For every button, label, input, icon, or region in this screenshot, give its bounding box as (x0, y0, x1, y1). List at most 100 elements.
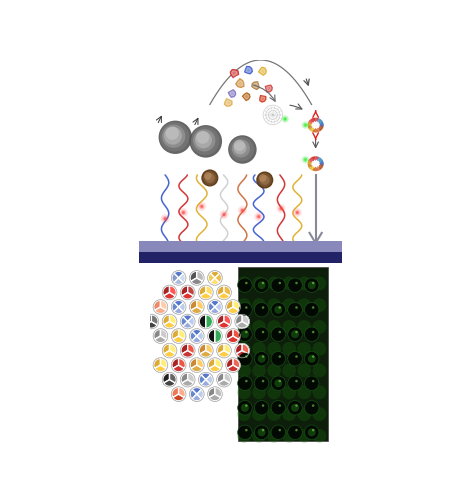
Circle shape (267, 429, 281, 443)
Wedge shape (164, 350, 175, 358)
Wedge shape (319, 122, 324, 128)
Circle shape (304, 352, 319, 366)
Wedge shape (218, 292, 230, 299)
Circle shape (262, 404, 265, 407)
Circle shape (164, 127, 182, 144)
Circle shape (237, 407, 251, 421)
Circle shape (282, 298, 296, 312)
Wedge shape (173, 336, 184, 343)
Circle shape (279, 206, 284, 211)
Circle shape (282, 342, 296, 355)
Circle shape (297, 276, 311, 290)
Wedge shape (224, 315, 231, 325)
Wedge shape (190, 300, 197, 310)
Circle shape (282, 429, 296, 443)
Circle shape (303, 158, 308, 162)
Circle shape (312, 306, 314, 309)
Circle shape (245, 404, 248, 407)
Wedge shape (210, 300, 219, 307)
Circle shape (271, 302, 286, 317)
Wedge shape (163, 315, 169, 325)
Circle shape (256, 378, 268, 389)
Circle shape (312, 320, 326, 334)
Circle shape (297, 298, 311, 312)
Polygon shape (225, 99, 232, 106)
Circle shape (312, 298, 326, 312)
Circle shape (304, 158, 306, 160)
Circle shape (189, 329, 204, 344)
Wedge shape (242, 315, 249, 325)
Circle shape (159, 120, 192, 154)
Circle shape (306, 402, 318, 414)
Circle shape (153, 329, 168, 344)
Circle shape (289, 378, 301, 389)
Circle shape (288, 327, 303, 342)
Polygon shape (245, 66, 252, 74)
Circle shape (228, 136, 257, 164)
Wedge shape (145, 322, 157, 328)
Wedge shape (199, 315, 206, 328)
Circle shape (308, 354, 316, 362)
Wedge shape (218, 380, 230, 386)
Wedge shape (201, 380, 211, 386)
Wedge shape (188, 286, 195, 296)
Circle shape (238, 302, 252, 317)
Circle shape (306, 328, 318, 340)
Wedge shape (208, 388, 215, 398)
Circle shape (304, 425, 319, 440)
Circle shape (297, 386, 311, 399)
Circle shape (160, 214, 170, 223)
Circle shape (238, 400, 252, 415)
Circle shape (205, 173, 215, 183)
Circle shape (239, 328, 251, 340)
Wedge shape (200, 350, 212, 358)
Circle shape (289, 279, 301, 291)
Wedge shape (210, 278, 219, 284)
Wedge shape (164, 322, 175, 328)
Circle shape (257, 354, 265, 362)
Circle shape (208, 329, 222, 344)
Circle shape (208, 387, 222, 402)
Wedge shape (312, 118, 319, 122)
Wedge shape (191, 307, 203, 314)
Circle shape (256, 279, 268, 291)
Wedge shape (192, 394, 202, 401)
Circle shape (271, 425, 286, 440)
Circle shape (208, 358, 222, 372)
Circle shape (291, 404, 299, 412)
Circle shape (226, 358, 240, 372)
Wedge shape (199, 344, 206, 354)
Circle shape (217, 285, 231, 300)
Wedge shape (172, 302, 179, 312)
Wedge shape (236, 322, 248, 328)
Circle shape (281, 116, 289, 122)
Circle shape (267, 276, 281, 290)
Wedge shape (160, 300, 167, 310)
Circle shape (288, 425, 303, 440)
Circle shape (288, 352, 303, 366)
Wedge shape (172, 273, 179, 282)
Wedge shape (206, 375, 212, 384)
Circle shape (257, 428, 265, 436)
Wedge shape (210, 271, 219, 278)
Circle shape (191, 126, 219, 155)
Circle shape (271, 278, 286, 292)
Circle shape (256, 214, 261, 220)
Circle shape (235, 314, 250, 329)
Bar (139, 241, 342, 252)
Circle shape (203, 171, 217, 185)
Wedge shape (319, 160, 324, 167)
Circle shape (221, 212, 227, 217)
Circle shape (295, 356, 298, 358)
Circle shape (238, 425, 252, 440)
Circle shape (312, 380, 314, 382)
Circle shape (312, 356, 314, 358)
Wedge shape (215, 273, 222, 282)
Wedge shape (227, 336, 239, 343)
Wedge shape (224, 286, 231, 296)
Wedge shape (182, 380, 194, 386)
Wedge shape (173, 394, 184, 401)
Circle shape (272, 378, 284, 389)
Circle shape (198, 344, 213, 358)
Wedge shape (218, 350, 230, 358)
